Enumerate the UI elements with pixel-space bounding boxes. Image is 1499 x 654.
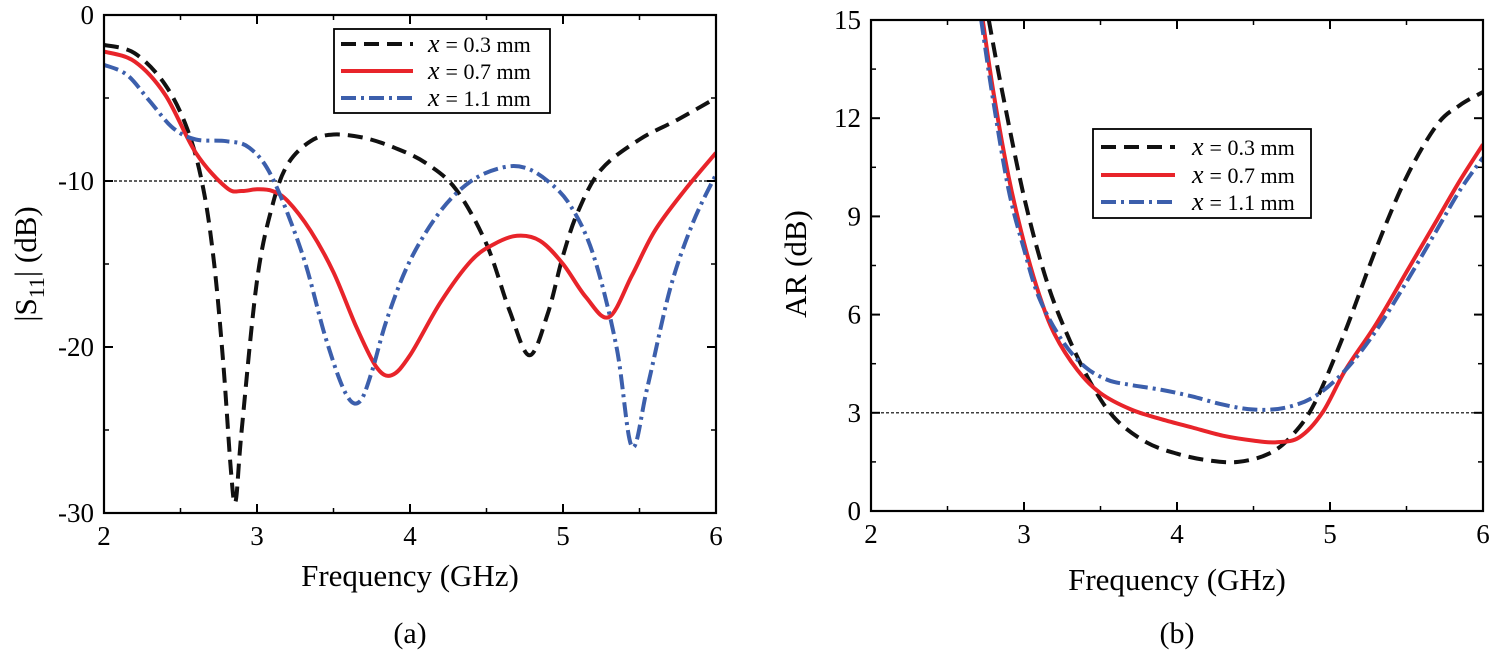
legend-label-0.3mm: x = 0.3 mm <box>427 29 531 58</box>
x-tick-label: 5 <box>1323 519 1337 549</box>
x-tick-label: 3 <box>250 521 264 551</box>
y-tick-label: 6 <box>848 300 862 330</box>
y-tick-label: 0 <box>848 496 862 526</box>
series-line-0.7mm <box>104 49 716 378</box>
x-tick-label: 4 <box>1170 519 1184 549</box>
x-tick-label: 3 <box>1017 519 1031 549</box>
y-tick-label: 9 <box>848 201 862 231</box>
y-tick-label: 15 <box>834 5 861 35</box>
legend-label-1.1mm: x = 1.1 mm <box>427 83 531 112</box>
x-axis-label-ar: Frequency (GHz) <box>1068 562 1286 597</box>
y-tick-label: -30 <box>58 498 94 528</box>
chart-panel-b: 2 3 4 5 6 0 3 6 9 12 15 Frequency (GHz) AR (dB) (… <box>778 5 1490 650</box>
x-tick-label: 6 <box>1476 519 1490 549</box>
plot-frame-ar <box>869 18 1485 513</box>
x-ticks-ar: 2 3 4 5 6 <box>864 20 1490 549</box>
series-line-0.3mm <box>104 42 716 506</box>
legend-label-0.3mm: x = 0.3 mm <box>1191 132 1295 161</box>
legend-label-1.1mm: x = 1.1 mm <box>1191 187 1295 216</box>
x-tick-label: 6 <box>709 521 723 551</box>
series-group-s11 <box>104 42 716 506</box>
y-tick-label: 12 <box>834 103 861 133</box>
y-tick-label: -10 <box>58 166 94 196</box>
series-line-0.7mm <box>980 20 1483 445</box>
x-ticks-s11: 2 3 4 5 6 <box>97 15 723 551</box>
series-line-1.1mm <box>979 20 1483 412</box>
legend-ar: x = 0.3 mm x = 0.7 mm x = 1.1 mm <box>1092 128 1312 219</box>
y-axis-label-ar: AR (dB) <box>778 210 813 318</box>
x-axis-label-s11: Frequency (GHz) <box>301 558 519 593</box>
y-tick-label: 3 <box>848 398 862 428</box>
panel-label-b: (b) <box>1160 617 1195 650</box>
x-tick-label: 4 <box>403 521 417 551</box>
series-line-0.3mm <box>986 20 1483 465</box>
x-tick-label: 5 <box>556 521 570 551</box>
legend-label-0.7mm: x = 0.7 mm <box>1191 160 1295 189</box>
legend-s11: x = 0.3 mm x = 0.7 mm x = 1.1 mm <box>333 28 551 114</box>
series-line-1.1mm <box>104 62 716 450</box>
series-group-ar <box>979 20 1483 465</box>
y-tick-label: -20 <box>58 332 94 362</box>
chart-panel-a: 2 3 4 5 6 -30 -20 -10 0 Frequency (GHz) |S11| (… <box>8 0 723 650</box>
y-ticks-ar: 0 3 6 9 12 15 <box>834 5 1483 526</box>
y-tick-label: 0 <box>81 0 95 30</box>
y-ticks-s11: -30 -20 -10 0 <box>58 0 716 528</box>
legend-label-0.7mm: x = 0.7 mm <box>427 56 531 85</box>
x-tick-label: 2 <box>97 521 111 551</box>
y-axis-label-s11: |S11| (dB) <box>8 206 49 321</box>
panel-label-a: (a) <box>393 617 426 650</box>
x-tick-label: 2 <box>864 519 878 549</box>
